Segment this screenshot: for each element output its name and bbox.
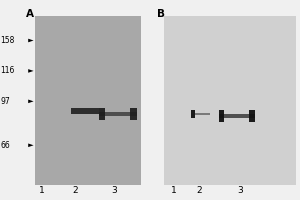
Bar <box>248 110 255 122</box>
Text: 1: 1 <box>39 186 45 195</box>
Bar <box>219 110 224 122</box>
Text: 158: 158 <box>0 36 15 45</box>
Bar <box>130 108 136 120</box>
Text: 116: 116 <box>0 66 15 75</box>
Text: 2: 2 <box>72 186 78 195</box>
Bar <box>99 108 105 120</box>
Bar <box>34 16 141 185</box>
Text: 1: 1 <box>171 186 177 195</box>
Polygon shape <box>28 100 34 103</box>
Bar <box>164 16 296 185</box>
Polygon shape <box>28 39 34 42</box>
Text: 66: 66 <box>0 141 10 150</box>
Bar <box>195 113 210 115</box>
Text: 2: 2 <box>197 186 202 195</box>
Text: 97: 97 <box>0 97 10 106</box>
Polygon shape <box>28 69 34 73</box>
Bar <box>70 108 99 114</box>
Text: 3: 3 <box>111 186 117 195</box>
Bar <box>219 114 255 118</box>
Bar <box>99 112 136 116</box>
Bar <box>190 110 195 118</box>
Polygon shape <box>28 143 34 147</box>
Text: A: A <box>26 9 34 19</box>
Text: B: B <box>158 9 166 19</box>
Text: 3: 3 <box>237 186 243 195</box>
